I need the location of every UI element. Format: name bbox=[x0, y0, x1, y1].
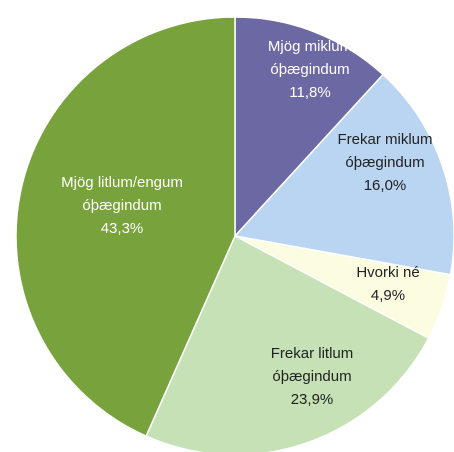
slice-label: Frekar litlum bbox=[271, 345, 354, 362]
slice-label: óþægindum bbox=[272, 368, 351, 385]
slice-value-label: 16,0% bbox=[364, 177, 407, 194]
slice-value-label: 43,3% bbox=[101, 220, 144, 237]
slice-label: Hvorki né bbox=[356, 264, 419, 281]
pie-slice bbox=[233, 73, 454, 276]
pie-slice bbox=[234, 16, 385, 238]
slice-label: óþægindum bbox=[82, 197, 161, 214]
slice-label: Frekar miklum bbox=[337, 131, 432, 148]
slice-label: óþægindum bbox=[270, 61, 349, 78]
slice-value-label: 23,9% bbox=[291, 391, 334, 408]
pie-slice bbox=[145, 234, 430, 452]
slice-label: Mjög miklum bbox=[268, 38, 352, 55]
slice-value-label: 4,9% bbox=[371, 287, 405, 304]
slice-label: Mjög litlum/engum bbox=[61, 174, 183, 191]
slice-label: óþægindum bbox=[345, 154, 424, 171]
slice-value-label: 11,8% bbox=[289, 84, 330, 101]
pie-slice bbox=[15, 16, 236, 438]
